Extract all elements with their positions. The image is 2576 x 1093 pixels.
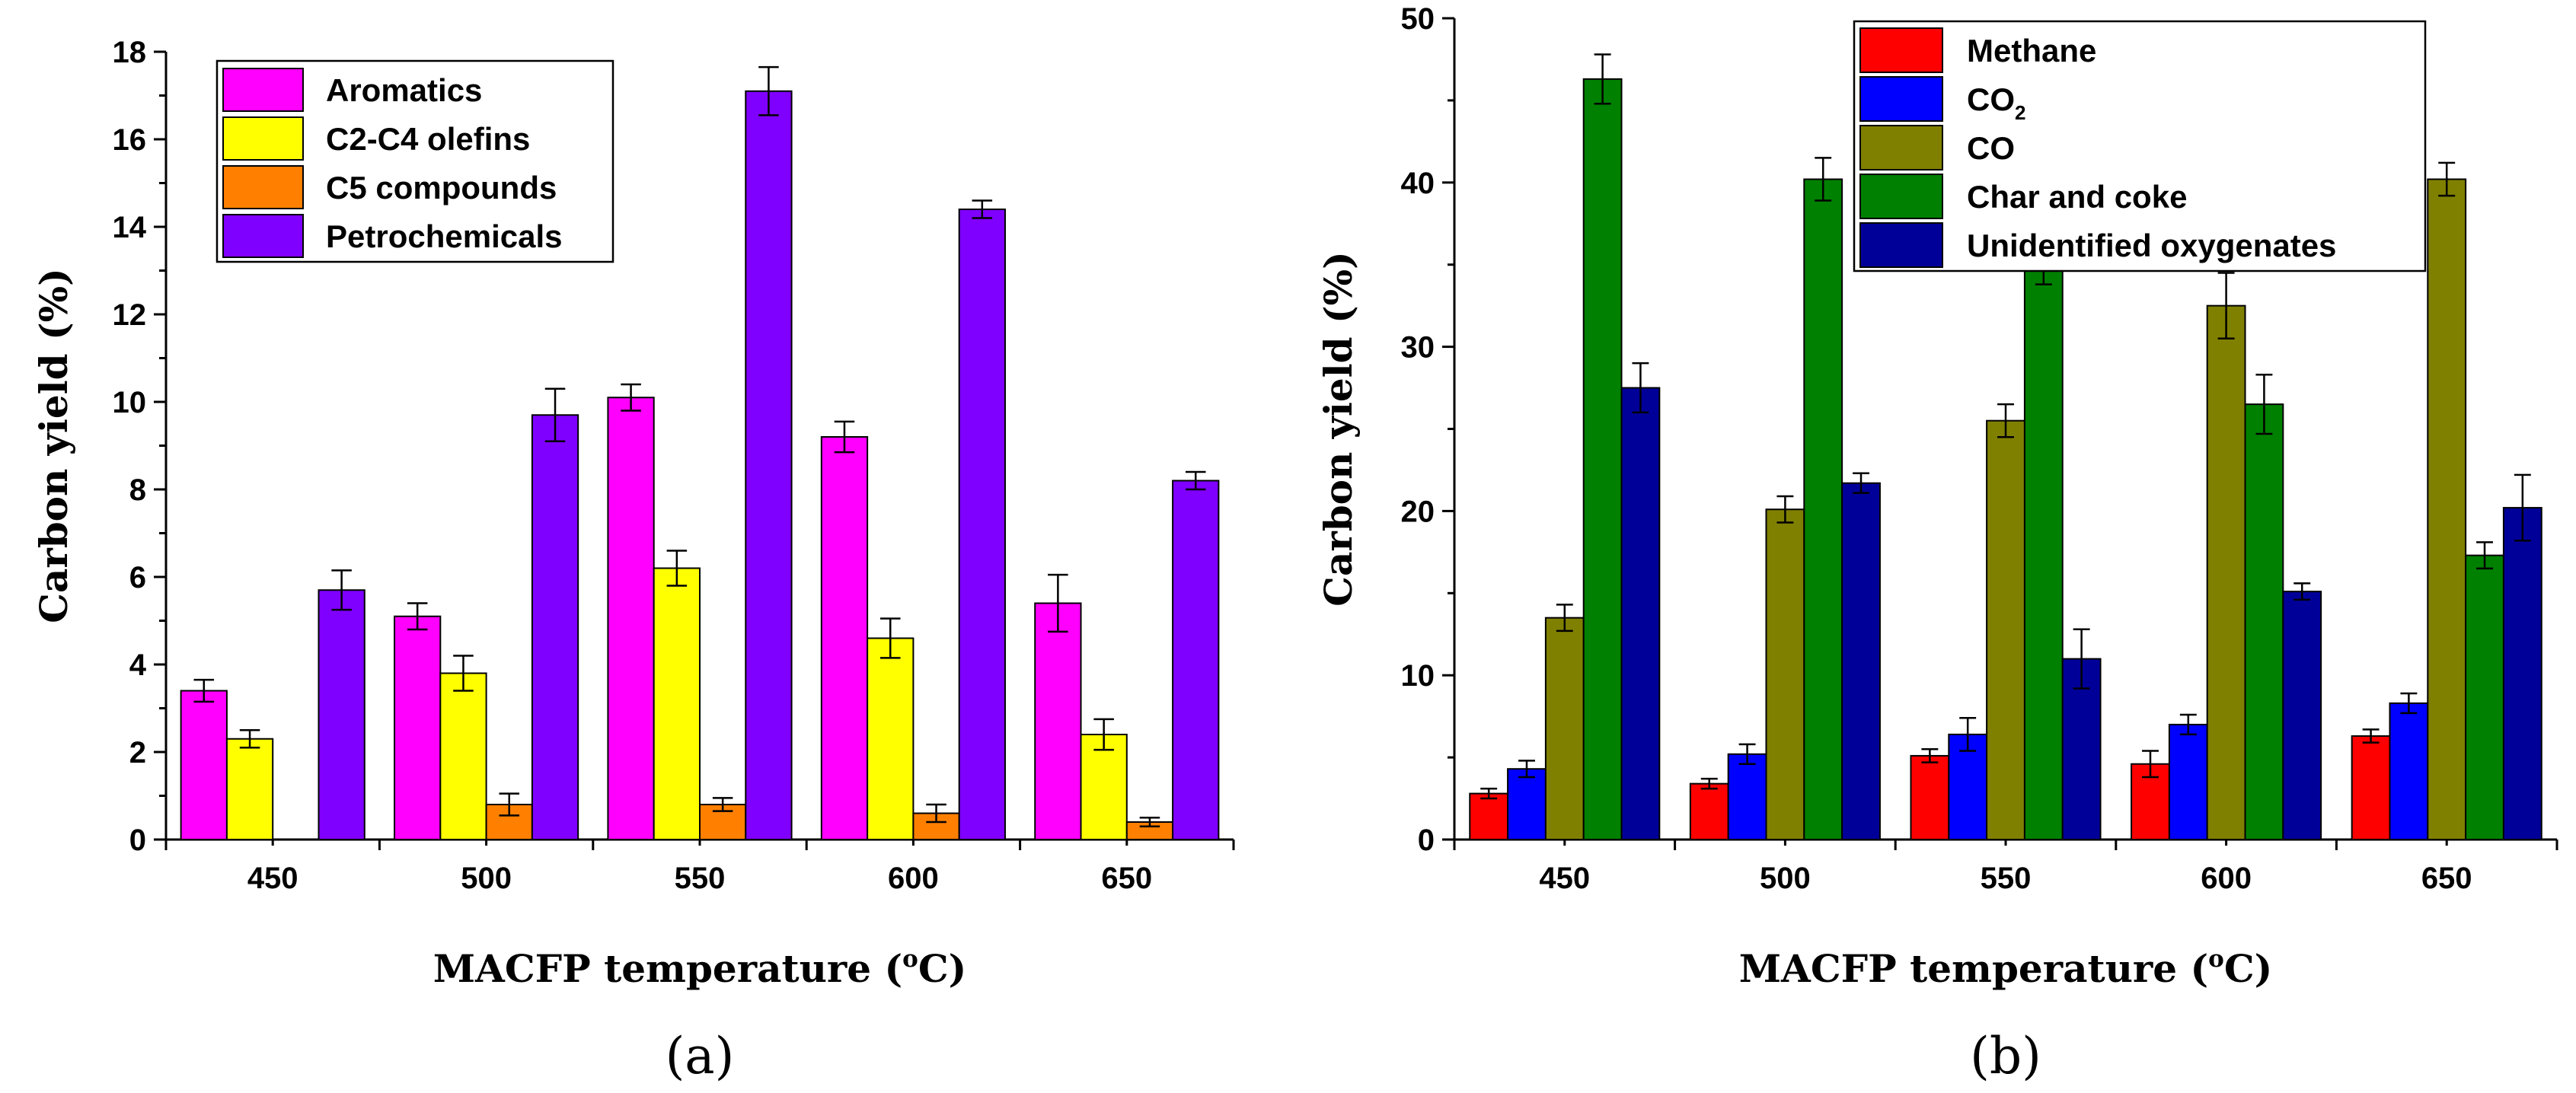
bar-petrochemicals-500 — [531, 414, 579, 840]
y-tick-label: 4 — [129, 648, 147, 682]
legend-label: Petrochemicals — [326, 218, 563, 254]
chart-panel-b: 0 10 20 30 40 50 450 500 550 600 650 Methane CO2 CO Ch… — [1316, 2, 2558, 1085]
bar-co2-550 — [1948, 733, 1988, 840]
bar-char-and-coke-450 — [1582, 78, 1623, 840]
bar-unidentified-oxygenates-650 — [2502, 507, 2542, 840]
legend-swatch — [222, 214, 304, 258]
legend-label: Char and coke — [1967, 179, 2187, 215]
bar-co-450 — [1544, 617, 1585, 840]
legend-swatch — [1859, 76, 1943, 122]
y-tick-label: 2 — [129, 736, 146, 770]
legend-label: C5 compounds — [326, 170, 557, 206]
legend — [1853, 20, 2427, 272]
legend-swatch — [1859, 27, 1943, 73]
legend-swatch — [1859, 125, 1943, 170]
legend-label: Methane — [1967, 33, 2096, 69]
legend-label: Aromatics — [326, 72, 482, 108]
legend-label: CO — [1967, 130, 2015, 166]
y-tick-label: 0 — [1418, 824, 1435, 857]
bar-co2-500 — [1727, 753, 1767, 840]
y-axis-title: Carbon yield (%) — [31, 268, 76, 623]
bar-aromatics-550 — [607, 397, 655, 840]
y-tick-label: 10 — [113, 386, 147, 419]
bar-char-and-coke-500 — [1803, 178, 1843, 840]
legend-swatch — [1859, 174, 1943, 219]
bar-aromatics-500 — [394, 615, 442, 840]
legend-label: Unidentified oxygenates — [1967, 228, 2336, 263]
bar-aromatics-600 — [820, 436, 869, 840]
bar-c2-c4-olefins-500 — [439, 672, 487, 840]
bar-methane-650 — [2351, 735, 2391, 841]
legend-swatch — [222, 68, 304, 112]
x-tick-label: 550 — [675, 862, 726, 895]
bar-char-and-coke-550 — [2023, 260, 2064, 841]
bar-aromatics-650 — [1034, 602, 1082, 840]
y-tick-label: 14 — [113, 211, 147, 244]
bar-methane-450 — [1469, 792, 1509, 841]
y-tick-label: 16 — [113, 123, 147, 157]
bar-petrochemicals-550 — [745, 90, 793, 840]
bar-co-550 — [1986, 419, 2025, 840]
bar-petrochemicals-600 — [958, 209, 1006, 840]
y-tick-label: 12 — [113, 298, 147, 332]
y-tick-label: 20 — [1401, 495, 1435, 528]
x-tick-label: 650 — [1101, 862, 1152, 895]
panel-label: (b) — [1970, 1027, 2041, 1085]
y-tick-label: 8 — [129, 473, 146, 507]
bar-petrochemicals-450 — [318, 589, 365, 840]
legend-swatch — [1859, 222, 1943, 268]
x-tick-label: 650 — [2421, 862, 2472, 895]
x-tick-label: 600 — [2201, 862, 2252, 895]
bar-aromatics-450 — [180, 690, 228, 840]
x-tick-label: 550 — [1981, 862, 2032, 895]
bar-petrochemicals-650 — [1172, 480, 1220, 840]
bar-co-600 — [2206, 304, 2246, 840]
x-tick-label: 600 — [888, 862, 939, 895]
bar-c2-c4-olefins-650 — [1080, 734, 1128, 840]
bar-c2-c4-olefins-600 — [867, 637, 915, 840]
bar-c2-c4-olefins-550 — [653, 567, 701, 840]
x-tick-label: 450 — [247, 862, 298, 895]
bar-unidentified-oxygenates-600 — [2282, 591, 2322, 841]
bar-co-500 — [1765, 508, 1805, 840]
y-tick-label: 40 — [1401, 167, 1435, 200]
panel-label: (a) — [666, 1027, 735, 1085]
legend-label: C2-C4 olefins — [326, 121, 530, 157]
bar-char-and-coke-650 — [2465, 554, 2504, 841]
y-tick-label: 50 — [1401, 2, 1435, 36]
x-tick-label: 450 — [1539, 862, 1590, 895]
legend-label: CO2 — [1967, 81, 2025, 124]
bar-co-650 — [2427, 178, 2467, 840]
y-tick-label: 0 — [129, 824, 146, 857]
bar-char-and-coke-600 — [2244, 403, 2284, 840]
y-tick-label: 18 — [113, 36, 147, 69]
bar-unidentified-oxygenates-500 — [1841, 482, 1881, 840]
legend-swatch — [222, 116, 304, 161]
y-tick-label: 30 — [1401, 331, 1435, 365]
x-axis-title: MACFP temperature (oC) — [433, 945, 967, 991]
y-axis-title: Carbon yield (%) — [1316, 251, 1361, 607]
bar-methane-550 — [1910, 754, 1950, 841]
bar-methane-500 — [1689, 782, 1729, 841]
x-tick-label: 500 — [1760, 862, 1811, 895]
bar-c2-c4-olefins-450 — [225, 738, 274, 840]
legend-swatch — [222, 165, 304, 209]
bar-co2-600 — [2168, 723, 2208, 840]
chart-panel-a: 0 2 4 6 8 10 12 14 16 18 450 500 550 600 650 Aromatics C… — [31, 36, 1235, 1085]
x-tick-label: 500 — [461, 862, 512, 895]
y-tick-label: 10 — [1401, 659, 1435, 693]
bar-unidentified-oxygenates-450 — [1620, 387, 1661, 840]
bar-co2-450 — [1507, 768, 1547, 840]
bar-co2-650 — [2389, 702, 2429, 840]
x-axis-title: MACFP temperature (oC) — [1739, 945, 2273, 991]
y-tick-label: 6 — [129, 561, 146, 594]
